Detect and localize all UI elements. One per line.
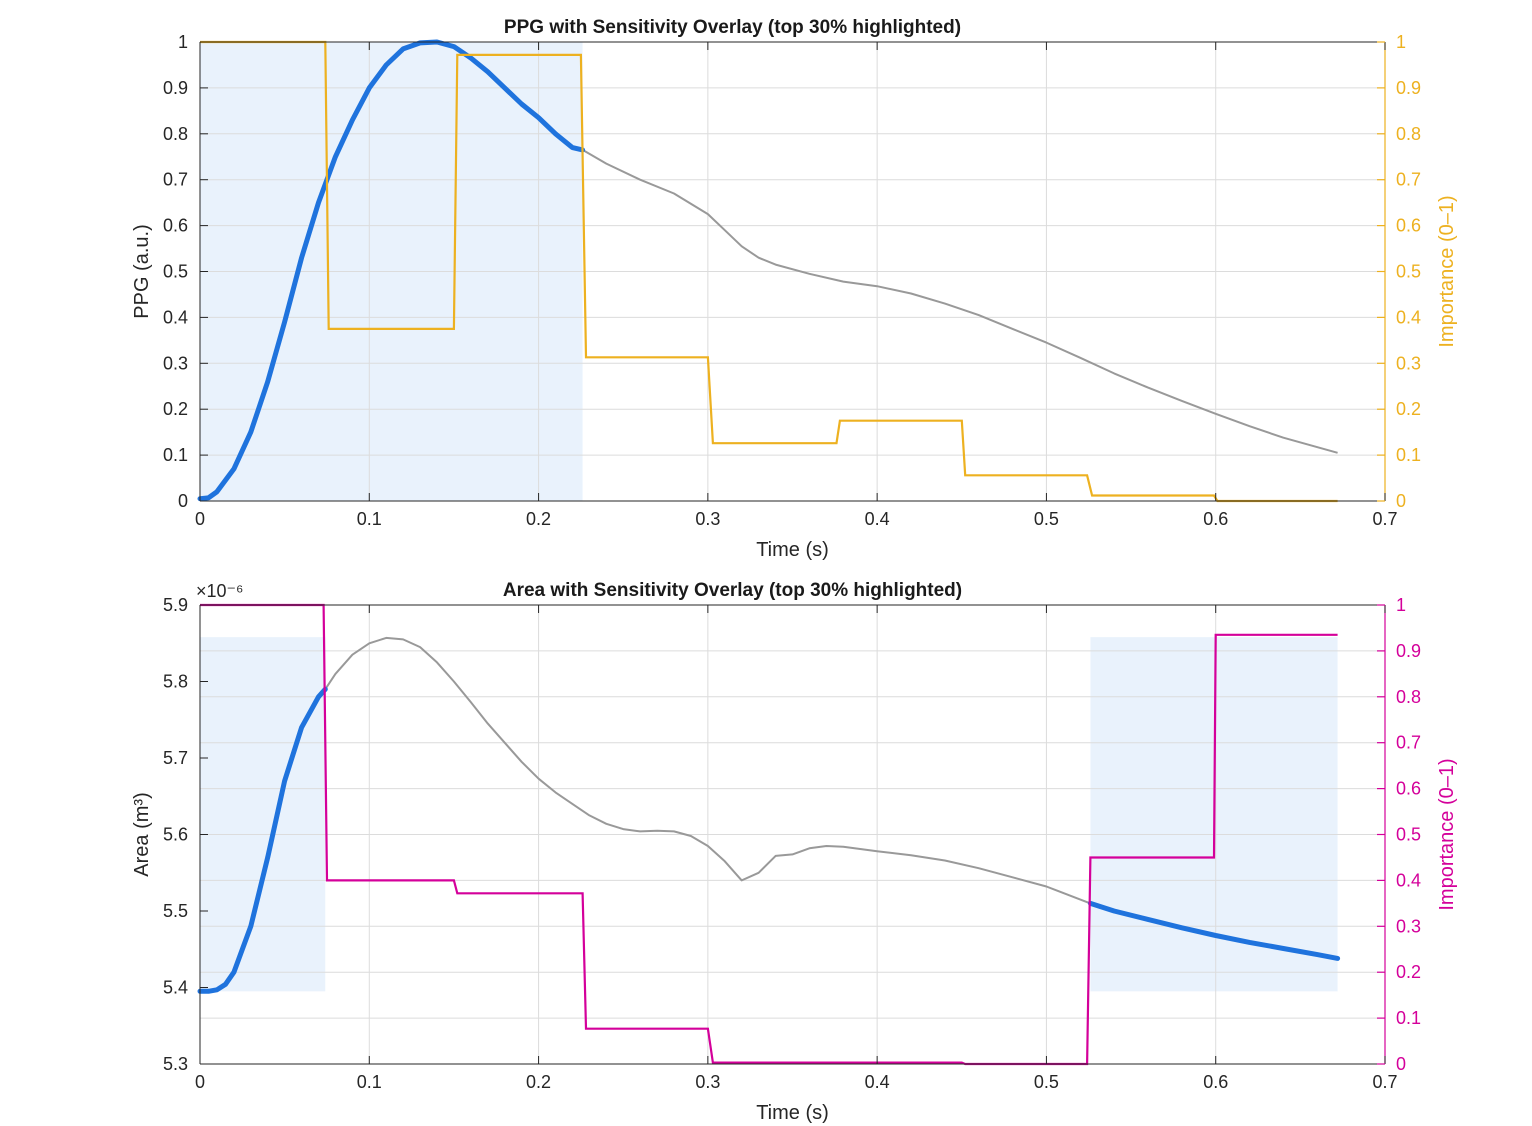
- ppg-y-tick-label: 0.9: [163, 78, 188, 98]
- ppg-x-tick-label: 0: [195, 509, 205, 529]
- area-y-tick-label-right: 0.2: [1396, 962, 1421, 982]
- area-x-tick-label: 0.2: [526, 1072, 551, 1092]
- ppg-y-tick-label: 0.5: [163, 262, 188, 282]
- ppg-x-tick-label: 0.3: [695, 509, 720, 529]
- area-y-tick-label-right: 0.6: [1396, 779, 1421, 799]
- area-x-tick-label: 0.4: [865, 1072, 890, 1092]
- ppg-x-tick-label: 0.7: [1372, 509, 1397, 529]
- ppg-y-tick-label-right: 0.1: [1396, 445, 1421, 465]
- area-y-axis-label-right: Importance (0–1): [1436, 758, 1458, 910]
- area-y-tick-label: 5.8: [163, 672, 188, 692]
- ppg-importance-line: [200, 40, 1338, 503]
- area-x-tick-label: 0.1: [357, 1072, 382, 1092]
- area-y-tick-label: 5.7: [163, 748, 188, 768]
- ppg-y-axis-label: PPG (a.u.): [131, 224, 153, 318]
- area-y-tick-label: 5.6: [163, 825, 188, 845]
- area-y-tick-label: 5.5: [163, 901, 188, 921]
- ppg-y-tick-label-right: 1: [1396, 32, 1406, 52]
- area-y-tick-label: 5.4: [163, 978, 188, 998]
- area-y-tick-label-right: 0.1: [1396, 1008, 1421, 1028]
- area-x-tick-label: 0.5: [1034, 1072, 1059, 1092]
- ppg-x-tick-label: 0.4: [865, 509, 890, 529]
- area-y-tick-label: 5.3: [163, 1054, 188, 1074]
- ppg-y-tick-label-right: 0.7: [1396, 170, 1421, 190]
- ppg-y-tick-label-right: 0.8: [1396, 124, 1421, 144]
- ppg-x-axis-label: Time (s): [756, 539, 829, 561]
- ppg-y-tick-label-right: 0.9: [1396, 78, 1421, 98]
- ppg-y-tick-label: 0.3: [163, 353, 188, 373]
- ppg-y-tick-label-right: 0.2: [1396, 399, 1421, 419]
- ppg-x-tick-label: 0.2: [526, 509, 551, 529]
- ppg-y-tick-label: 0.6: [163, 216, 188, 236]
- ppg-y-tick-label-right: 0: [1396, 491, 1406, 511]
- ppg-y-tick-label: 0.2: [163, 399, 188, 419]
- ppg-y-tick-label-right: 0.4: [1396, 307, 1421, 327]
- area-y-tick-label-right: 0.8: [1396, 687, 1421, 707]
- area-y-axis-label: Area (m³): [131, 792, 153, 876]
- area-y-tick-label-right: 0.5: [1396, 825, 1421, 845]
- area-x-tick-label: 0.6: [1203, 1072, 1228, 1092]
- ppg-y-tick-label: 1: [178, 32, 188, 52]
- ppg-y-tick-label-right: 0.5: [1396, 262, 1421, 282]
- area-importance-line: [200, 603, 1338, 1066]
- ppg-highlighted-signal-1: [197, 39, 586, 502]
- ppg-y-axis-label-right: Importance (0–1): [1436, 195, 1458, 347]
- area-shaded-region-1: [200, 637, 326, 992]
- area-y-tick-label-right: 0.4: [1396, 870, 1421, 890]
- ppg-y-tick-label: 0.1: [163, 445, 188, 465]
- ppg-y-tick-label: 0.7: [163, 170, 188, 190]
- ppg-x-tick-label: 0.6: [1203, 509, 1228, 529]
- area-highlighted-signal-2: [1087, 900, 1341, 961]
- area-panel: 0 0.1 0.2 0.3 0.4 0.5 0.6 0.7 5.3 5.4 5.5 5.6 5.7 5.8…: [131, 580, 1458, 1124]
- ppg-y-tick-label-right: 0.6: [1396, 216, 1421, 236]
- area-y-tick-label-right: 0.7: [1396, 733, 1421, 753]
- area-y-tick-label: 5.9: [163, 595, 188, 615]
- area-y-tick-label-right: 1: [1396, 595, 1406, 615]
- ppg-y-tick-label-right: 0.3: [1396, 353, 1421, 373]
- ppg-chart-title: PPG with Sensitivity Overlay (top 30% hi…: [504, 17, 961, 38]
- area-highlighted-signal-1: [197, 686, 328, 994]
- area-y-exponent-label: ×10⁻⁶: [196, 581, 243, 601]
- ppg-panel: 0 0.1 0.2 0.3 0.4 0.5 0.6 0.700.10.20.30.40.50.…: [131, 17, 1458, 561]
- area-x-tick-label: 0.3: [695, 1072, 720, 1092]
- area-x-axis-label: Time (s): [756, 1102, 829, 1124]
- area-y-tick-label-right: 0.3: [1396, 916, 1421, 936]
- ppg-y-tick-label: 0: [178, 491, 188, 511]
- area-y-tick-label-right: 0.9: [1396, 641, 1421, 661]
- ppg-x-tick-label: 0.5: [1034, 509, 1059, 529]
- area-y-tick-label-right: 0: [1396, 1054, 1406, 1074]
- area-chart-title: Area with Sensitivity Overlay (top 30% h…: [503, 580, 962, 601]
- ppg-x-tick-label: 0.1: [357, 509, 382, 529]
- area-x-tick-label: 0.7: [1372, 1072, 1397, 1092]
- ppg-y-tick-label: 0.8: [163, 124, 188, 144]
- ppg-y-tick-label: 0.4: [163, 307, 188, 327]
- area-x-tick-label: 0: [195, 1072, 205, 1092]
